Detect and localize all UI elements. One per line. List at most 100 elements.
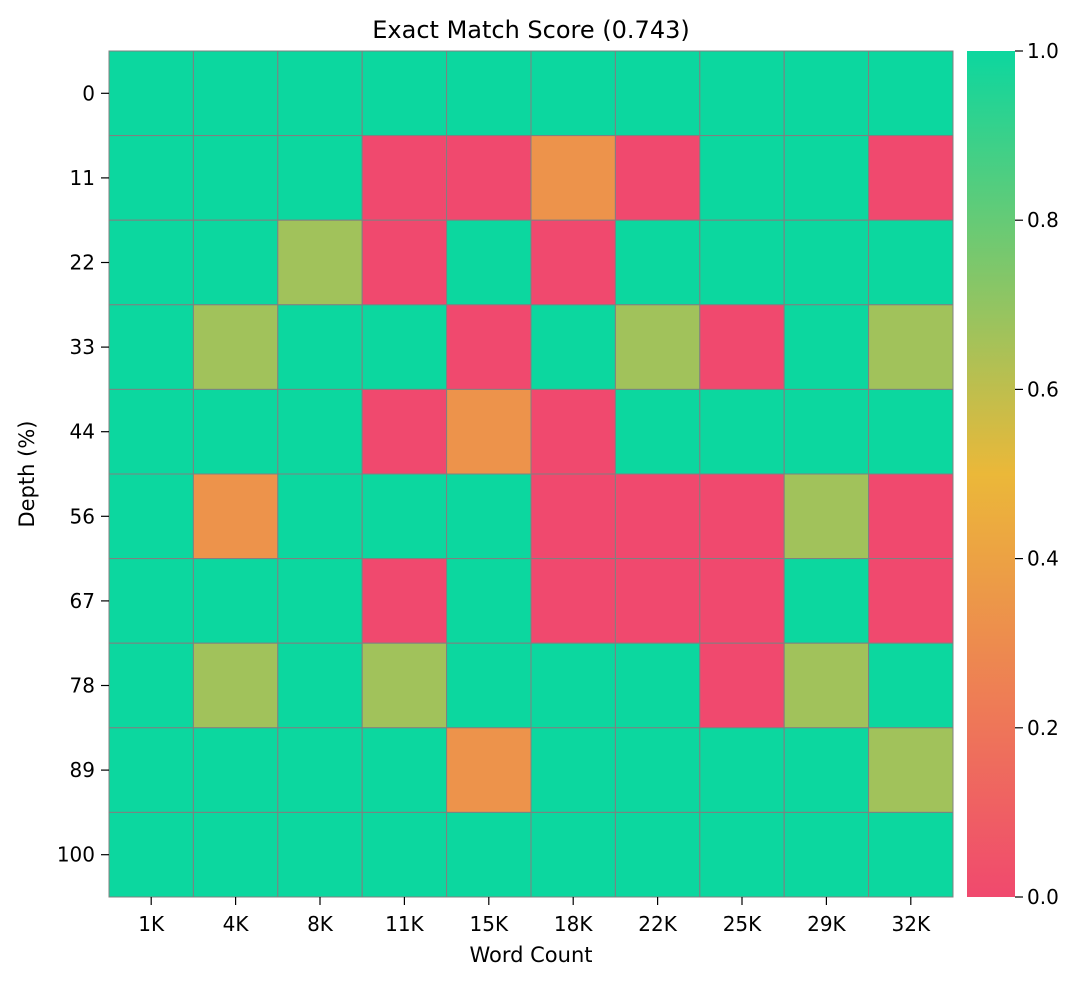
colorbar-tick-label: 0.4 xyxy=(1027,547,1059,571)
heatmap-cell xyxy=(192,642,279,729)
y-tick-label: 44 xyxy=(70,420,95,444)
y-tick-label: 100 xyxy=(57,843,95,867)
heatmap-cell xyxy=(614,811,701,898)
heatmap-cell xyxy=(530,642,616,729)
x-tick-label: 15K xyxy=(470,912,509,936)
heatmap-cell xyxy=(783,135,870,221)
colorbar-tick-label: 0.8 xyxy=(1027,208,1059,232)
y-tick-label: 89 xyxy=(70,758,95,782)
heatmap-cell xyxy=(699,304,785,390)
heatmap-cell xyxy=(361,558,448,644)
heatmap-cell xyxy=(446,642,532,729)
heatmap-cell xyxy=(192,50,279,137)
heatmap-cell xyxy=(108,219,194,306)
heatmap-cell xyxy=(614,219,701,306)
heatmap-cell xyxy=(446,473,532,560)
heatmap-cell xyxy=(192,219,279,306)
y-axis-label: Depth (%) xyxy=(15,421,39,528)
heatmap-cell xyxy=(446,388,532,475)
colorbar-tick-label: 1.0 xyxy=(1027,39,1059,63)
heatmap-cell xyxy=(446,50,532,137)
heatmap-cell xyxy=(446,304,532,390)
heatmap-cell xyxy=(530,304,616,390)
y-tick-label: 0 xyxy=(82,81,95,105)
heatmap-cell xyxy=(699,219,785,306)
y-tick-label: 56 xyxy=(70,504,95,528)
heatmap-cell xyxy=(530,727,616,813)
heatmap-cell xyxy=(277,388,363,475)
heatmap-cell xyxy=(277,558,363,644)
heatmap-cell xyxy=(446,558,532,644)
heatmap-cell xyxy=(868,811,954,898)
heatmap-cell xyxy=(783,473,870,560)
x-tick-label: 25K xyxy=(723,912,762,936)
heatmap-cell xyxy=(277,642,363,729)
colorbar: 0.0 0.2 0.4 0.6 0.8 1.0 xyxy=(967,39,1059,909)
heatmap-cell xyxy=(699,558,785,644)
heatmap-cell xyxy=(699,642,785,729)
x-tick-label: 29K xyxy=(807,912,846,936)
heatmap-cell xyxy=(783,558,870,644)
heatmap-cell xyxy=(614,558,701,644)
heatmap-cell xyxy=(783,642,870,729)
heatmap-cell xyxy=(868,388,954,475)
heatmap-cell xyxy=(361,388,448,475)
heatmap-cell xyxy=(446,219,532,306)
heatmap-cell xyxy=(361,473,448,560)
heatmap-cell xyxy=(699,135,785,221)
heatmap-cell xyxy=(614,50,701,137)
heatmap-cell xyxy=(868,642,954,729)
heatmap-cell xyxy=(868,473,954,560)
x-tick-label: 8K xyxy=(307,912,334,936)
x-axis: 1K 4K 8K 11K 15K 18K 22K 25K 29K 32K xyxy=(138,897,931,936)
heatmap-cell xyxy=(108,811,194,898)
heatmap-cell xyxy=(614,388,701,475)
heatmap-cell xyxy=(783,727,870,813)
heatmap-cell xyxy=(108,727,194,813)
heatmap-cell xyxy=(361,50,448,137)
heatmap-cell xyxy=(108,388,194,475)
heatmap-cell xyxy=(530,473,616,560)
x-tick-label: 18K xyxy=(554,912,593,936)
heatmap-cell xyxy=(192,727,279,813)
heatmap-cell xyxy=(361,642,448,729)
colorbar-tick-label: 0.0 xyxy=(1027,885,1059,909)
y-tick-label: 33 xyxy=(70,335,95,359)
heatmap-cell xyxy=(783,219,870,306)
heatmap-cell xyxy=(446,135,532,221)
heatmap-cell xyxy=(614,304,701,390)
heatmap-cell xyxy=(783,50,870,137)
heatmap-cell xyxy=(783,304,870,390)
y-tick-label: 11 xyxy=(70,166,95,190)
heatmap-cell xyxy=(530,135,616,221)
heatmap-cell xyxy=(868,727,954,813)
x-tick-label: 4K xyxy=(223,912,250,936)
heatmap-cell xyxy=(868,304,954,390)
heatmap-cell xyxy=(277,219,363,306)
heatmap-cell xyxy=(277,473,363,560)
x-tick-label: 1K xyxy=(138,912,165,936)
heatmap-cell xyxy=(361,219,448,306)
heatmap-cell xyxy=(192,558,279,644)
heatmap-cell xyxy=(530,50,616,137)
heatmap-cell xyxy=(361,304,448,390)
heatmap-cell xyxy=(614,473,701,560)
colorbar-gradient xyxy=(967,51,1015,897)
heatmap-cell xyxy=(530,219,616,306)
heatmap-cell xyxy=(108,473,194,560)
heatmap-cell xyxy=(192,388,279,475)
heatmap-cell xyxy=(108,135,194,221)
heatmap-cell xyxy=(699,727,785,813)
heatmap-cell xyxy=(868,50,954,137)
heatmap-cell xyxy=(783,811,870,898)
heatmap-cell xyxy=(108,304,194,390)
heatmap-cell xyxy=(192,304,279,390)
x-tick-label: 22K xyxy=(638,912,677,936)
heatmap-cell xyxy=(361,135,448,221)
heatmap-cell xyxy=(277,50,363,137)
y-tick-label: 67 xyxy=(70,589,95,613)
heatmap-cell xyxy=(530,388,616,475)
heatmap-cell xyxy=(614,135,701,221)
heatmap-cell xyxy=(108,642,194,729)
heatmap-cell xyxy=(530,811,616,898)
